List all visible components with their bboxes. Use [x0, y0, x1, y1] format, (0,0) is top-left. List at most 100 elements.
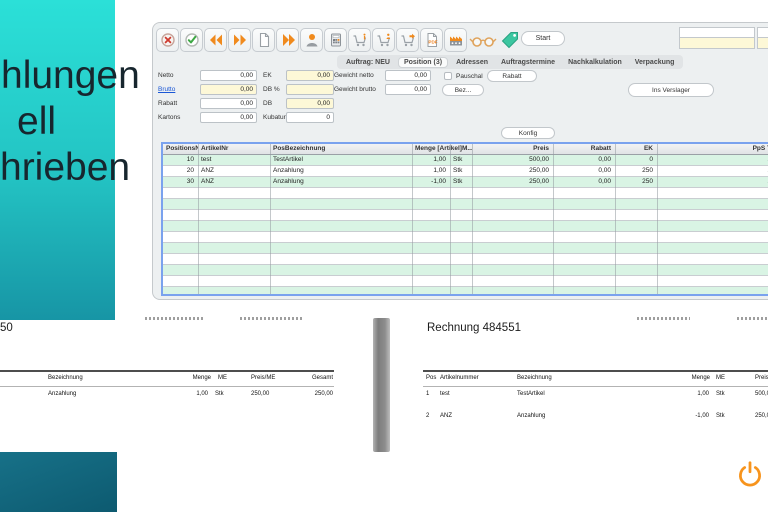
new-document-button[interactable] [252, 28, 275, 52]
start-button[interactable]: Start [521, 31, 565, 46]
cell-bezeichnung: Anzahlung [273, 178, 304, 185]
gewicht-brutto-field[interactable]: 0,00 [385, 84, 431, 95]
db-prozent-field[interactable] [286, 84, 334, 95]
pauschal-checkbox[interactable] [444, 72, 452, 80]
column-separator [657, 144, 658, 294]
header-field-white-1[interactable] [679, 27, 755, 38]
table-row-2[interactable]: 20 ANZ Anzahlung 1,00 Stk 250,00 0,00 25… [163, 166, 768, 177]
cell-pps: 1 [657, 177, 768, 187]
factory-icon [449, 36, 462, 46]
tab-bar: Auftrag: NEU Position (3) Adressen Auftr… [337, 55, 684, 69]
cell-me: Stk [453, 178, 463, 185]
header-preis-me: Preis/ME [755, 375, 768, 381]
col-ek[interactable]: EK [643, 145, 653, 152]
kubatur-field[interactable]: 0 [286, 112, 334, 123]
rabatt-button[interactable]: Rabatt [487, 70, 537, 82]
row-menge: -1,00 [695, 413, 709, 419]
rabatt-field[interactable]: 0,00 [200, 98, 257, 109]
db-field[interactable]: 0,00 [286, 98, 334, 109]
ek-label: EK [263, 72, 272, 79]
cancel-button[interactable] [156, 28, 179, 52]
header-menge: Menge [691, 375, 710, 381]
tab-auftrag[interactable]: Auftrag: NEU [346, 58, 390, 66]
header-artikelnummer: Artikelnummer [440, 375, 479, 381]
cell-menge: -1,00 [431, 178, 446, 185]
next-button[interactable] [228, 28, 251, 52]
column-separator [615, 144, 616, 294]
netto-field[interactable]: 0,00 [200, 70, 257, 81]
row-preis: 500,00 [755, 391, 768, 397]
production-button[interactable] [444, 28, 467, 52]
forward-button[interactable] [276, 28, 299, 52]
col-posbezeichnung[interactable]: PosBezeichnung [273, 145, 326, 152]
glasses-button[interactable] [469, 33, 497, 48]
cell-rabatt: 0,00 [598, 178, 611, 185]
tab-verpackung[interactable]: Verpackung [634, 58, 675, 66]
person-icon [306, 34, 317, 47]
row-bezeichnung: TestArtikel [517, 391, 545, 397]
check-icon [184, 33, 199, 47]
row-artikel: test [440, 391, 450, 397]
ins-verslager-button[interactable]: Ins Verslager [628, 83, 714, 97]
cart-info-button[interactable] [348, 28, 371, 52]
column-separator [450, 144, 451, 294]
kartons-field[interactable]: 0,00 [200, 112, 257, 123]
tab-position[interactable]: Position (3) [397, 56, 449, 68]
cell-positionsnr: 10 [186, 156, 194, 163]
brutto-link[interactable]: Brutto [158, 86, 176, 93]
table-row-1[interactable]: 10 test TestArtikel 1,00 Stk 500,00 0,00… [163, 155, 768, 166]
table-rule [0, 386, 334, 387]
table-rule [423, 386, 768, 387]
fineprint-text [637, 317, 690, 320]
empty-rows [163, 188, 768, 294]
customer-button[interactable] [300, 28, 323, 52]
bez-button[interactable]: Bez... [442, 84, 484, 96]
cancel-icon [160, 33, 175, 47]
cell-artikelnr: ANZ [201, 167, 214, 174]
col-artikelnr[interactable]: ArtikelNr [201, 145, 229, 152]
cart-customer-button[interactable] [372, 28, 395, 52]
col-menge[interactable]: Menge [Artikel]M... [415, 145, 472, 152]
header-field-white-2[interactable] [757, 27, 768, 38]
calculator-button[interactable] [324, 28, 347, 52]
window-divider-handle[interactable] [373, 318, 390, 452]
cell-preis: 500,00 [529, 156, 549, 163]
cell-preis: 250,00 [529, 178, 549, 185]
tab-nachkalkulation[interactable]: Nachkalkulation [568, 58, 622, 66]
header-field-yellow-1[interactable] [679, 38, 755, 49]
price-tag-button[interactable] [500, 30, 520, 50]
hero-line-2: ell [17, 100, 57, 143]
row-bezeichnung: Anzahlung [48, 391, 77, 397]
table-row-3[interactable]: 30 ANZ Anzahlung -1,00 Stk 250,00 0,00 2… [163, 177, 768, 188]
header-me: ME [716, 375, 725, 381]
col-positionsnr[interactable]: PositionsNr [166, 145, 198, 152]
pdf-icon: PDF [427, 33, 437, 47]
header-fields [679, 27, 768, 49]
brutto-field[interactable]: 0,00 [200, 84, 257, 95]
cell-preis: 250,00 [529, 167, 549, 174]
col-rabatt[interactable]: Rabatt [590, 145, 611, 152]
col-pps[interactable]: PpS T [752, 145, 768, 152]
power-icon [739, 461, 761, 487]
gewicht-brutto-label: Gewicht brutto [334, 86, 376, 93]
teal-bottom-block [0, 452, 117, 512]
header-field-yellow-2[interactable] [757, 38, 768, 49]
header-gesamt: Gesamt [311, 375, 333, 381]
row-artikel: ANZ [440, 413, 452, 419]
cell-pps: 1 [657, 166, 768, 176]
previous-button[interactable] [204, 28, 227, 52]
gewicht-netto-field[interactable]: 0,00 [385, 70, 431, 81]
cell-bezeichnung: Anzahlung [273, 167, 304, 174]
col-preis[interactable]: Preis [533, 145, 549, 152]
confirm-button[interactable] [180, 28, 203, 52]
tab-adressen[interactable]: Adressen [456, 58, 488, 66]
ek-field[interactable]: 0,00 [286, 70, 334, 81]
tab-auftragstermine[interactable]: Auftragstermine [500, 58, 556, 66]
fineprint-text [737, 317, 768, 320]
app-window: PDF Start [152, 22, 768, 300]
double-arrow-right-icon [282, 34, 295, 46]
cart-export-button[interactable] [396, 28, 419, 52]
konfig-button[interactable]: Konfig [501, 127, 555, 139]
pdf-export-button[interactable]: PDF [420, 28, 443, 52]
power-button[interactable] [732, 456, 768, 494]
